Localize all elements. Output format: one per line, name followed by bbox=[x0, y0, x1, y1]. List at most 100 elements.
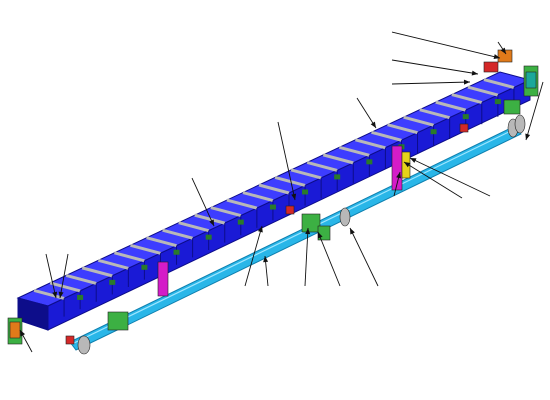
beam-ribs bbox=[33, 78, 515, 300]
callout-leaders bbox=[19, 31, 544, 353]
beam-rib bbox=[178, 221, 210, 233]
beam-rib bbox=[306, 160, 338, 172]
beam-rib bbox=[65, 273, 97, 285]
fittings bbox=[7, 49, 539, 355]
callout-leader bbox=[525, 81, 544, 141]
callout-arrowhead bbox=[305, 228, 311, 235]
callout-arrowhead bbox=[52, 291, 58, 298]
beam-rib bbox=[338, 145, 370, 157]
bearing-center bbox=[339, 207, 351, 227]
main-beam bbox=[16, 71, 532, 331]
callout-arrowhead bbox=[291, 193, 297, 200]
beam-rib bbox=[371, 130, 402, 142]
callout-leader bbox=[191, 177, 215, 227]
tab-3 bbox=[65, 335, 75, 345]
callout-arrowhead bbox=[500, 47, 506, 54]
beam-clip bbox=[173, 249, 180, 255]
beam-side-face bbox=[17, 297, 49, 331]
beam-rib bbox=[483, 78, 515, 89]
callout-arrowhead bbox=[350, 228, 355, 235]
beam-clip bbox=[430, 129, 437, 135]
callout-arrowhead bbox=[257, 226, 263, 233]
callout-arrowhead bbox=[263, 256, 269, 263]
callout-arrowhead bbox=[404, 162, 411, 168]
callout-arrowhead bbox=[525, 133, 531, 140]
rod-bracket-4 bbox=[503, 99, 521, 115]
rod-bracket-1 bbox=[107, 311, 129, 331]
beam-clip bbox=[494, 99, 501, 105]
right-end-cap bbox=[525, 71, 537, 89]
callout-leader bbox=[409, 157, 491, 197]
top-right-block bbox=[483, 61, 499, 73]
beam-rib bbox=[355, 138, 386, 150]
callout-arrowhead bbox=[410, 158, 417, 163]
callout-leader bbox=[391, 81, 471, 85]
callout-arrowhead bbox=[317, 232, 323, 239]
rod-bracket-2 bbox=[301, 213, 321, 233]
beam-rib bbox=[290, 168, 322, 180]
beam-rib bbox=[81, 266, 113, 278]
callout-arrowhead bbox=[58, 291, 64, 298]
hanger-left bbox=[157, 261, 169, 297]
hanger-center-2 bbox=[401, 151, 411, 179]
beam-rib bbox=[97, 258, 129, 270]
callout-leader bbox=[45, 253, 57, 299]
beam-clip bbox=[334, 174, 341, 180]
beam-rib bbox=[226, 198, 258, 210]
callout-arrowhead bbox=[370, 121, 376, 128]
callout-leader bbox=[391, 59, 479, 75]
beam-rib bbox=[194, 213, 226, 225]
beam-rib bbox=[130, 243, 161, 255]
callout-arrowhead bbox=[209, 219, 214, 226]
beam-rib bbox=[210, 206, 242, 218]
callout-leader bbox=[391, 31, 501, 59]
callout-arrowhead bbox=[463, 79, 470, 85]
beam-clip bbox=[205, 234, 212, 240]
beam-clip bbox=[302, 189, 309, 195]
beam-rib bbox=[419, 108, 451, 120]
callout-leader bbox=[403, 161, 463, 199]
beam-clip bbox=[269, 204, 276, 210]
callout-leader bbox=[349, 227, 379, 287]
beam-rib bbox=[387, 123, 418, 135]
beam-rib bbox=[435, 100, 467, 112]
beam-clip bbox=[141, 264, 148, 270]
callout-arrowhead bbox=[396, 172, 401, 179]
beam-rib bbox=[49, 281, 81, 293]
callout-leader bbox=[304, 227, 309, 287]
beam-rib bbox=[322, 153, 354, 165]
lower-rod bbox=[69, 125, 522, 351]
beam-rib bbox=[274, 176, 306, 187]
callout-leader bbox=[59, 253, 69, 299]
rod-highlight bbox=[71, 127, 518, 345]
bearing-right-2 bbox=[514, 114, 526, 134]
callout-arrowhead bbox=[471, 70, 478, 76]
callout-arrowhead bbox=[20, 330, 26, 337]
beam-rib bbox=[403, 115, 434, 127]
beam-rib bbox=[467, 85, 499, 97]
callout-leader bbox=[317, 231, 341, 287]
rod-body bbox=[69, 125, 522, 351]
beam-rib bbox=[33, 289, 65, 300]
left-end-cap bbox=[9, 321, 21, 339]
beam-clip bbox=[109, 279, 116, 285]
rod-bracket-3 bbox=[317, 225, 331, 241]
beam-rib bbox=[146, 236, 177, 248]
callout-leader bbox=[277, 121, 296, 201]
callout-leader bbox=[244, 225, 263, 287]
beam-rib bbox=[162, 228, 193, 240]
tab-1 bbox=[459, 123, 469, 133]
beam-clip bbox=[77, 294, 84, 300]
beam-clip bbox=[366, 159, 373, 165]
beam-rib bbox=[451, 93, 483, 105]
beam-rib bbox=[242, 191, 274, 202]
beam-clip bbox=[237, 219, 244, 225]
callout-arrowhead bbox=[493, 54, 500, 60]
beam-clip bbox=[462, 114, 469, 120]
tab-2 bbox=[285, 205, 295, 215]
beam-rib bbox=[258, 183, 290, 195]
bearing-left bbox=[77, 335, 91, 355]
beam-rib bbox=[114, 251, 145, 263]
